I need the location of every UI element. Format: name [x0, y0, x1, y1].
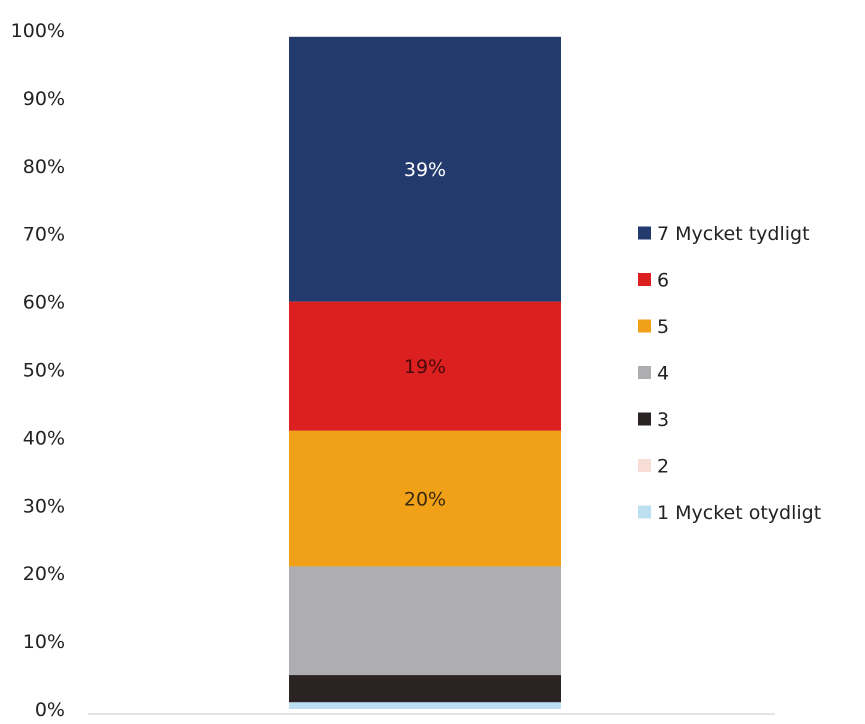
y-tick-label: 10% — [23, 631, 65, 653]
bar-segment-7-mycket-tydligt — [289, 36, 561, 302]
legend-swatch — [638, 226, 651, 240]
legend-item: 4 — [638, 363, 669, 385]
legend-item: 7 Mycket tydligt — [638, 223, 810, 245]
legend-item: 3 — [638, 409, 669, 431]
y-tick-label: 100% — [11, 20, 65, 42]
legend-swatch — [638, 459, 651, 472]
legend-label: 1 Mycket otydligt — [657, 502, 821, 524]
legend-label: 6 — [657, 270, 669, 292]
legend-label: 5 — [657, 316, 669, 338]
y-tick-label: 90% — [23, 88, 65, 110]
y-axis: 0% 10% 20% 30% 40% 50% 60% 70% 80% 90% 100% — [11, 20, 65, 721]
legend-swatch — [638, 319, 651, 333]
legend-item: 2 — [638, 456, 669, 478]
legend-label: 4 — [657, 363, 669, 385]
data-label-6: 19% — [404, 356, 446, 378]
legend-item: 5 — [638, 316, 669, 338]
y-tick-label: 70% — [23, 224, 65, 246]
bar-segment-4 — [289, 566, 561, 676]
legend-swatch — [638, 366, 651, 379]
legend-swatch — [638, 505, 651, 519]
y-tick-label: 20% — [23, 563, 65, 585]
y-tick-label: 40% — [23, 427, 65, 449]
y-tick-label: 0% — [35, 699, 65, 721]
bar-segment-5 — [289, 430, 561, 567]
bar-segments — [289, 36, 561, 709]
y-tick-label: 30% — [23, 495, 65, 517]
legend-item: 6 — [638, 270, 669, 292]
legend-swatch — [638, 273, 651, 286]
legend-label: 7 Mycket tydligt — [657, 223, 810, 245]
data-label-7-mycket-tydligt: 39% — [404, 159, 446, 181]
legend-label: 2 — [657, 456, 669, 478]
y-tick-label: 80% — [23, 156, 65, 178]
y-tick-label: 50% — [23, 360, 65, 382]
legend-item: 1 Mycket otydligt — [638, 502, 821, 524]
legend-label: 3 — [657, 409, 669, 431]
bar-segment-6 — [289, 301, 561, 431]
legend-swatch — [638, 412, 651, 426]
bar-segment-3 — [289, 675, 561, 703]
y-tick-label: 60% — [23, 292, 65, 314]
data-labels: 20% 19% 39% — [404, 159, 446, 510]
bar-segment-1-mycket-otydligt — [289, 702, 561, 709]
data-label-5: 20% — [404, 489, 446, 511]
legend: 7 Mycket tydligt 6 5 4 3 2 1 Mycket otydligt — [638, 223, 821, 524]
